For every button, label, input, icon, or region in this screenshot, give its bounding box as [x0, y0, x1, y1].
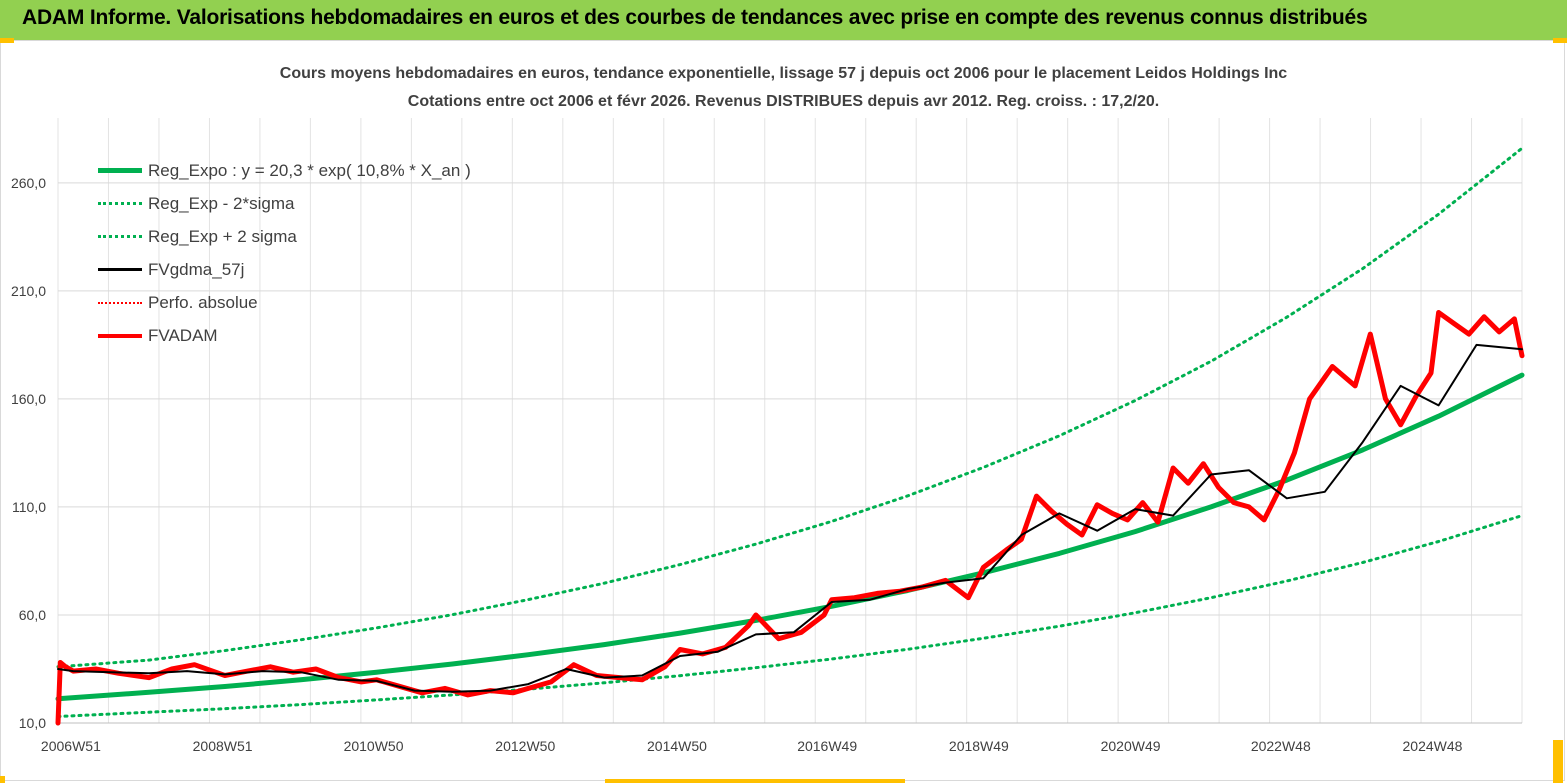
series-line-fvadam — [55, 310, 1525, 726]
legend-swatch — [98, 333, 142, 338]
y-tick-label: 60,0 — [19, 607, 46, 623]
corner-accent — [1553, 740, 1563, 783]
legend-label: Reg_Expo : y = 20,3 * exp( 10,8% * X_an … — [148, 160, 471, 180]
y-tick-label: 210,0 — [11, 283, 46, 299]
legend-item-reg-exp-plus: Reg_Exp + 2 sigma — [98, 220, 471, 253]
y-tick-label: 10,0 — [19, 715, 46, 731]
legend-swatch — [98, 235, 142, 238]
x-axis-tick-labels: 2006W51 2008W51 2010W50 2012W50 2014W50 2016W… — [41, 738, 1463, 754]
corner-accent — [0, 38, 14, 43]
series-line-reg_exp — [56, 146, 1524, 669]
x-tick-label: 2018W49 — [949, 738, 1009, 754]
x-tick-label: 2014W50 — [647, 738, 707, 754]
legend-swatch — [98, 202, 142, 205]
legend-label: Reg_Exp - 2*sigma — [148, 193, 295, 213]
chart-legend: Reg_Expo : y = 20,3 * exp( 10,8% * X_an … — [98, 154, 471, 352]
corner-accent — [0, 776, 5, 783]
x-tick-label: 2010W50 — [344, 738, 404, 754]
report-banner-title: ADAM Informe. Valorisations hebdomadaire… — [22, 6, 1368, 29]
legend-label: Perfo. absolue — [148, 292, 258, 312]
x-tick-label: 2016W49 — [797, 738, 857, 754]
y-tick-label: 160,0 — [11, 391, 46, 407]
legend-item-fvadam: FVADAM — [98, 319, 471, 352]
series-line-reg_exp — [56, 514, 1524, 718]
chart-title: Cours moyens hebdomadaires en euros, ten… — [279, 65, 1288, 82]
legend-swatch — [98, 301, 142, 304]
y-axis-tick-labels: 10,0 60,0 110,0 160,0 210,0 260,0 — [11, 175, 46, 731]
corner-accent — [1553, 38, 1567, 43]
y-tick-label: 110,0 — [12, 499, 46, 515]
y-tick-label: 260,0 — [11, 175, 46, 191]
chart-series — [55, 146, 1525, 726]
legend-label: FVADAM — [148, 325, 218, 345]
legend-label: Reg_Exp + 2 sigma — [148, 226, 297, 246]
chart-subtitle: Cotations entre oct 2006 et févr 2026. R… — [407, 93, 1160, 110]
x-tick-label: 2012W50 — [495, 738, 555, 754]
x-tick-label: 2006W51 — [41, 738, 101, 754]
x-tick-label: 2008W51 — [193, 738, 253, 754]
legend-item-perfo-absolue: Perfo. absolue — [98, 286, 471, 319]
x-tick-label: 2020W49 — [1101, 738, 1161, 754]
bottom-accent — [605, 779, 905, 783]
legend-item-reg-exp-minus: Reg_Exp - 2*sigma — [98, 187, 471, 220]
legend-swatch — [98, 168, 142, 173]
legend-label: FVgdma_57j — [148, 259, 245, 279]
legend-swatch — [98, 268, 142, 271]
x-tick-label: 2024W48 — [1403, 738, 1463, 754]
series-line-reg_expo — [55, 372, 1525, 702]
series-line-fvgdma_57j — [57, 343, 1523, 693]
legend-item-fvgdma: FVgdma_57j — [98, 253, 471, 286]
report-banner: ADAM Informe. Valorisations hebdomadaire… — [0, 0, 1567, 40]
legend-item-reg-expo: Reg_Expo : y = 20,3 * exp( 10,8% * X_an … — [98, 154, 471, 187]
vertical-gridlines — [57, 118, 1523, 723]
x-tick-label: 2022W48 — [1251, 738, 1311, 754]
